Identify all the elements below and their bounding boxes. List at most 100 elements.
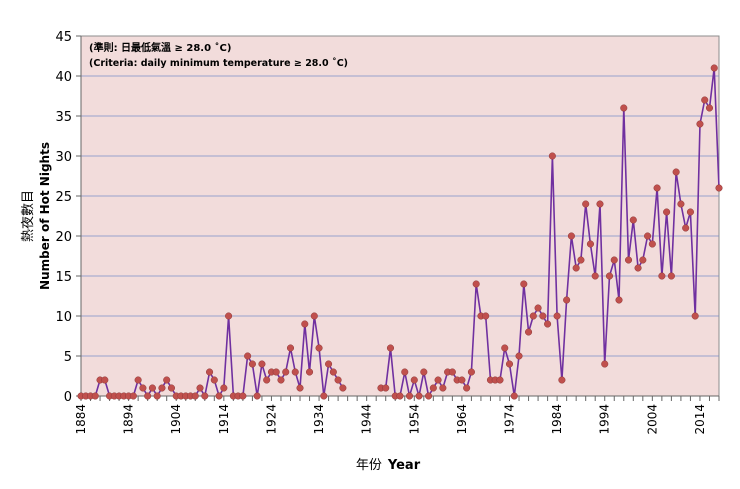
data-point [563,296,571,304]
data-point [91,392,99,400]
data-point [210,376,218,384]
data-point [396,392,404,400]
data-point [605,272,614,280]
x-tick-label: 1934 [312,404,326,435]
data-point [624,256,633,264]
grid-lines [81,75,719,357]
data-point [482,312,490,320]
data-point [215,392,223,400]
x-tick-label: 1884 [74,404,88,435]
data-point [382,384,390,392]
data-point [677,200,685,208]
data-point [320,392,328,400]
data-point [282,368,290,376]
data-point [582,200,590,208]
data-point [529,312,537,320]
data-point [548,152,556,160]
data-point [615,296,623,304]
data-point [515,352,523,360]
data-point [648,240,656,248]
data-point [434,376,442,384]
x-axis-title-en: Year [387,458,421,473]
data-point [577,256,585,264]
data-point [144,392,152,400]
data-point [201,392,209,400]
data-point [310,312,318,320]
data-point [425,392,433,400]
y-tick-label: 35 [55,110,72,125]
data-point [653,184,661,192]
data-point [596,200,604,208]
annotation-en: (Criteria: daily minimum temperature ≥ 2… [89,58,348,69]
data-point [153,392,161,400]
x-tick-label: 1964 [455,404,469,435]
data-point [258,360,266,368]
data-point [439,384,447,392]
data-point [220,384,228,392]
data-point [539,312,547,320]
annotation-zh: (準則: 日最低氣溫 ≥ 28.0 ˚C) [89,41,231,54]
data-point [325,360,333,368]
x-axis-title-zh: 年份 [356,458,382,473]
data-point [691,312,699,320]
x-tick-label: 1954 [407,404,421,435]
data-point [129,392,137,400]
x-tick-label: 1984 [550,404,564,435]
data-point [620,104,628,112]
x-tick-labels: 1884 1894 1904 1914 1924 1934 1944 1954 1964 1974… [74,404,707,435]
x-tick-label: 1924 [264,404,278,435]
data-point [705,104,714,112]
x-tick-label: 1994 [598,404,612,435]
data-point [558,376,566,384]
data-point [501,344,509,352]
x-tick-label: 1974 [503,404,517,435]
data-point [663,208,671,216]
data-point [244,352,252,360]
data-point [334,376,342,384]
data-point [496,376,504,384]
data-point [415,392,423,400]
y-axis-title-en: Number of Hot Nights [38,142,52,290]
data-point [505,360,514,368]
data-point [567,232,575,240]
data-point [148,384,156,392]
data-point [534,304,542,312]
x-axis-title: 年份 Year [356,458,421,473]
data-point [291,368,299,376]
data-point [225,312,233,320]
series-markers [77,64,723,400]
data-point [715,184,723,192]
data-point [134,376,142,384]
data-point [315,344,323,352]
data-point [296,384,304,392]
data-point [639,256,647,264]
data-point [139,384,147,392]
data-point [520,280,528,288]
data-point [263,376,271,384]
data-point [544,320,552,328]
data-point [644,232,652,240]
data-point [710,64,718,72]
data-point [553,312,561,320]
data-point [272,368,280,376]
data-point [667,272,675,280]
y-tick-label: 10 [55,310,72,325]
data-point [301,320,309,328]
y-tick-label: 45 [55,30,72,45]
data-point [510,392,518,400]
x-tick-label: 1944 [360,404,374,435]
y-tick-label: 15 [55,270,72,285]
data-point [206,368,214,376]
data-point [101,376,109,384]
y-tick-label: 0 [64,390,72,405]
data-point [601,360,609,368]
data-point [467,368,475,376]
data-point [629,216,637,224]
y-tick-labels: 0 5 10 15 20 25 30 35 40 45 [55,30,72,405]
y-tick-label: 25 [55,190,72,205]
data-point [410,376,418,384]
data-point [686,208,694,216]
data-point [158,384,166,392]
